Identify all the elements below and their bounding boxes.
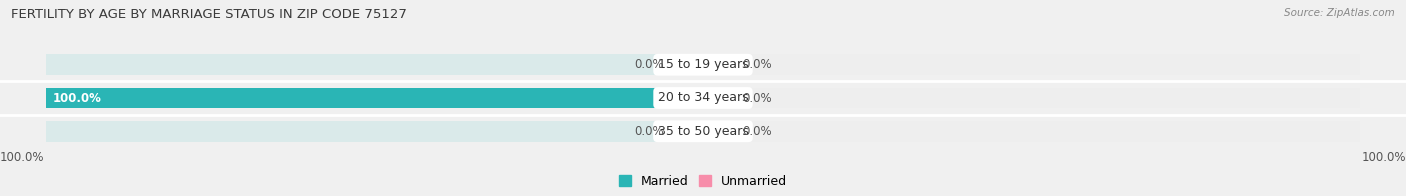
Text: 20 to 34 years: 20 to 34 years: [658, 92, 748, 104]
Text: 35 to 50 years: 35 to 50 years: [658, 125, 748, 138]
Bar: [46, 121, 703, 142]
Text: 15 to 19 years: 15 to 19 years: [658, 58, 748, 71]
Bar: [671, 121, 703, 142]
Legend: Married, Unmarried: Married, Unmarried: [613, 170, 793, 193]
Bar: [703, 54, 735, 75]
Bar: [703, 54, 1360, 75]
Text: 100.0%: 100.0%: [52, 92, 101, 104]
Bar: [703, 121, 1360, 142]
Text: Source: ZipAtlas.com: Source: ZipAtlas.com: [1284, 8, 1395, 18]
Bar: [703, 54, 1360, 75]
Bar: [46, 54, 703, 75]
Bar: [703, 88, 1360, 108]
Text: 100.0%: 100.0%: [0, 151, 45, 163]
Text: 0.0%: 0.0%: [742, 92, 772, 104]
Bar: [703, 88, 1360, 108]
Bar: [46, 121, 703, 142]
Bar: [671, 54, 703, 75]
Text: 0.0%: 0.0%: [634, 125, 664, 138]
Text: 0.0%: 0.0%: [634, 58, 664, 71]
Text: 0.0%: 0.0%: [742, 58, 772, 71]
Bar: [703, 121, 1360, 142]
Text: 100.0%: 100.0%: [1361, 151, 1406, 163]
Text: 0.0%: 0.0%: [742, 125, 772, 138]
Bar: [46, 88, 703, 108]
Bar: [703, 88, 735, 108]
Bar: [46, 54, 703, 75]
Bar: [703, 121, 735, 142]
Bar: [46, 88, 703, 108]
Bar: [46, 88, 703, 108]
Text: FERTILITY BY AGE BY MARRIAGE STATUS IN ZIP CODE 75127: FERTILITY BY AGE BY MARRIAGE STATUS IN Z…: [11, 8, 408, 21]
